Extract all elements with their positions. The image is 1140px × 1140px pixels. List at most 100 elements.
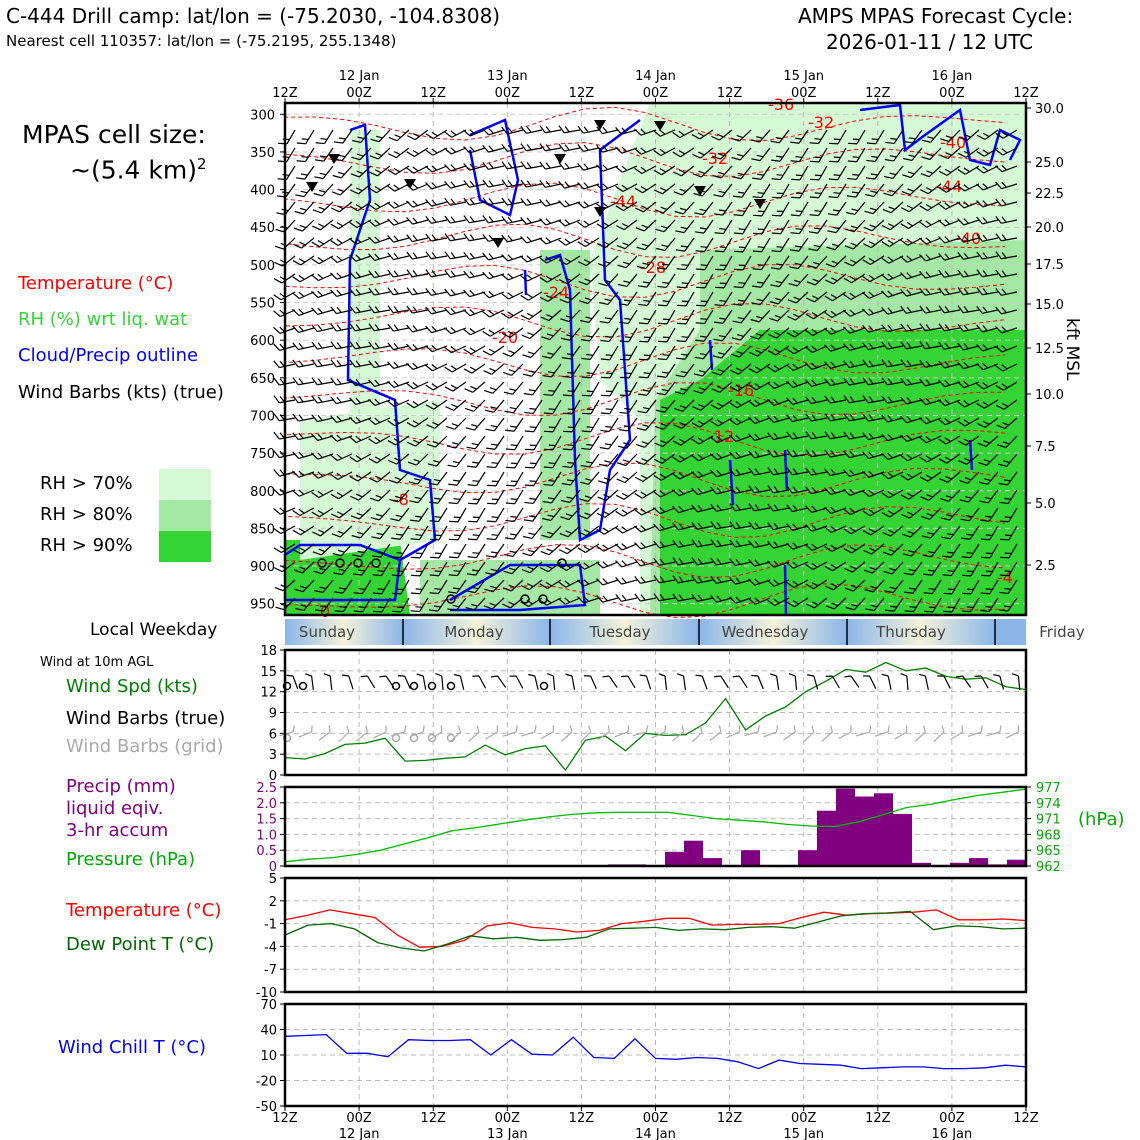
wind-barbs-grid-label: Wind Barbs (grid) <box>66 736 224 757</box>
wind-barb-shaft <box>469 255 486 260</box>
wind-barb <box>387 287 410 296</box>
wind-barb-flag <box>411 556 421 559</box>
wind-barb-flag <box>389 498 399 503</box>
temperature-contour-label: -12 <box>708 427 734 446</box>
wind-barb-flag <box>387 361 395 369</box>
wind-barb-flag <box>471 603 478 607</box>
wind-barb-flag <box>355 435 362 441</box>
wind-barb-flag <box>387 420 396 427</box>
wind-barb <box>482 309 505 318</box>
wind-barb-flag <box>466 573 476 576</box>
wind-barb-flag <box>357 531 364 535</box>
wind-barb-flag <box>387 185 396 192</box>
wind-barb-shaft <box>394 399 410 408</box>
wind-barb-flag <box>448 574 458 577</box>
bottom-time-label: 12Z <box>717 1111 743 1126</box>
wind-barb-shaft <box>412 237 429 243</box>
wind-barb-flag <box>368 360 375 368</box>
legend-cloud: Cloud/Precip outline <box>18 345 199 366</box>
wind-barb-flag <box>412 166 419 172</box>
wind-barb-flag <box>469 146 475 152</box>
wind-barb-flag <box>279 414 285 421</box>
wind-barb <box>463 129 486 137</box>
wind-barb-shaft <box>469 309 486 317</box>
cloud-outline <box>783 449 789 491</box>
rh90-surface-left <box>285 540 410 615</box>
wind-barb-shaft <box>280 525 296 535</box>
wind-barb-shaft <box>494 543 505 558</box>
wind-barb-flag <box>426 424 435 429</box>
wind-barb <box>353 579 372 595</box>
wind-barb-shaft <box>342 579 353 594</box>
wind-barb-shaft <box>393 345 410 351</box>
wind-barb-shaft <box>431 165 448 173</box>
precip-bar <box>817 810 836 866</box>
wind-barb <box>387 252 410 261</box>
wind-barb-flag <box>396 552 404 554</box>
wind-barb-flag <box>393 438 401 443</box>
wind-barb <box>311 433 334 441</box>
temperature-contour <box>284 142 1006 177</box>
wind-barb <box>312 219 334 231</box>
wind-barb-shaft <box>318 471 334 479</box>
wind-barb-flag <box>355 455 362 460</box>
wind-barb-flag <box>312 225 321 231</box>
temperature-contour <box>284 106 1006 142</box>
wind-barb-flag <box>463 233 470 242</box>
wind-barb-flag <box>412 325 418 332</box>
wind-barb-flag <box>472 516 480 519</box>
wind-barb-shaft <box>397 489 410 503</box>
wind-barb-flag <box>355 306 361 313</box>
wind-barb-flag <box>313 570 323 575</box>
wind-barb <box>444 233 467 242</box>
weekday-label: Local Weekday <box>90 620 218 640</box>
wind-barb-flag <box>463 146 471 154</box>
wind-barb-flag <box>377 588 385 591</box>
wind-barb-shaft <box>339 525 353 538</box>
wind-barb <box>333 579 353 594</box>
wind-barb-flag <box>356 153 364 157</box>
wind-barb-shaft <box>476 471 486 486</box>
wind-barb-flag <box>482 252 489 261</box>
wind-barb <box>273 360 296 369</box>
precip-label-2: liquid eqiv. <box>66 798 164 819</box>
wind-barb <box>447 597 467 612</box>
wind-barb-flag <box>432 440 440 445</box>
wind-barb <box>330 255 353 264</box>
wind-barb-flag <box>318 567 326 571</box>
wind-barb <box>371 525 391 540</box>
temperature-contour-label: -36 <box>768 95 794 114</box>
wind-barb <box>314 165 334 180</box>
wind-barb <box>444 381 467 392</box>
wind-barb-flag <box>387 342 394 350</box>
wind-barb-shaft <box>457 561 467 576</box>
wind-barb-shaft <box>419 561 429 577</box>
wind-barb-flag <box>336 360 342 367</box>
wind-barb-shaft <box>396 453 410 465</box>
wind-barb-flag <box>276 212 286 216</box>
pressure-tick-label: 950 <box>250 598 275 613</box>
wind-barb-flag <box>412 252 418 259</box>
wind-panel-ytick-label: 9 <box>269 707 277 722</box>
wind-barb-flag <box>371 536 381 540</box>
wind-barb <box>312 525 334 537</box>
wind-barb <box>463 308 486 317</box>
wind-barb-flag <box>387 269 394 278</box>
wind-barb <box>349 271 372 279</box>
wind-barb-flag <box>488 329 495 335</box>
top-time-label: 12Z <box>569 86 595 101</box>
forecast-label: AMPS MPAS Forecast Cycle: <box>798 4 1074 28</box>
wind-barb <box>426 417 448 429</box>
wind-barb <box>349 341 372 350</box>
wind-barb-flag <box>274 586 284 592</box>
wind-barb-flag <box>293 243 302 249</box>
wind-barb-shaft <box>279 435 296 440</box>
wind-barb-flag <box>330 289 338 297</box>
wind-barb <box>463 163 486 171</box>
wind-barb-shaft <box>322 579 334 593</box>
wind-barb-flag <box>279 378 285 385</box>
pressure-tick-label: 500 <box>250 259 275 274</box>
wind-barb-flag <box>448 483 458 486</box>
wind-barb-shaft <box>336 345 353 350</box>
wind-barb-shaft <box>452 381 467 392</box>
